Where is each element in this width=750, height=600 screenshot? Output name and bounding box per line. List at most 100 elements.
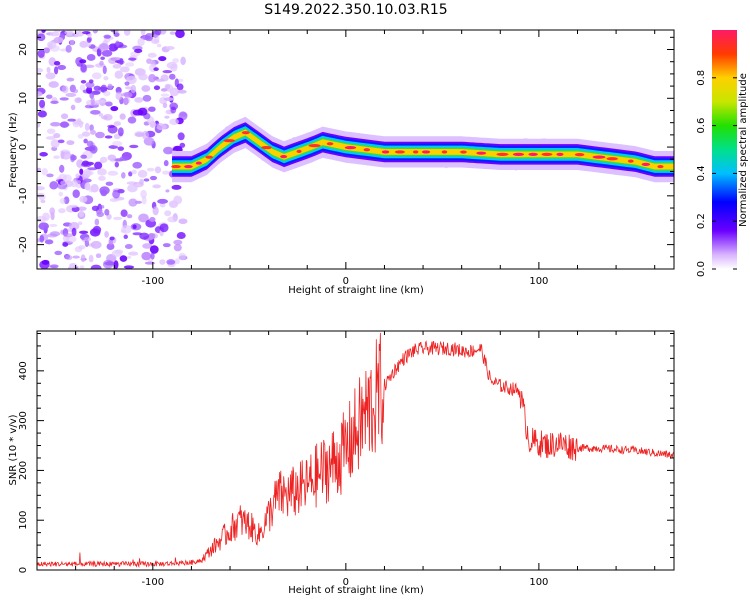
heatmap-peak [280,155,288,159]
heatmap-noise-cell [65,44,72,53]
spectrogram-ytick-label: 20 [18,43,29,56]
heatmap-noise-cell [91,205,100,212]
heatmap-noise-cell [164,115,170,119]
heatmap-noise-cell [85,81,95,88]
heatmap-noise-cell [39,99,46,108]
colorbar-ticks: 0.0 0.2 0.4 0.6 0.8 [696,70,737,277]
heatmap-noise-cell [88,79,94,84]
heatmap-noise-cell [112,140,123,147]
heatmap-peak [171,164,181,169]
heatmap-noise-cell [155,78,165,82]
heatmap-noise-cell [59,97,69,101]
heatmap-peak [606,157,618,161]
heatmap-noise-cell [78,210,85,218]
heatmap-noise-cell [49,45,60,52]
heatmap-noise-cell [49,264,59,269]
heatmap-noise-cell [138,213,149,223]
spectrogram-xlabel: Height of straight line (km) [288,285,424,296]
heatmap-noise-cell [119,156,129,161]
heatmap-noise-cell [153,67,159,71]
heatmap-noise-cell [112,189,120,199]
heatmap-noise-cell [49,31,60,37]
heatmap-noise-cell [169,87,180,97]
heatmap-noise-cell [128,57,137,61]
heatmap-noise-cell [109,236,115,241]
heatmap-noise-cell [50,122,61,127]
heatmap-noise-cell [86,140,94,147]
snr-xtick-label: 100 [529,577,548,588]
heatmap-noise-cell [66,77,75,82]
heatmap-noise-cell [45,136,56,140]
heatmap-noise-cell [50,139,60,148]
heatmap-noise-cell [46,66,51,73]
heatmap-noise-cell [82,178,92,183]
heatmap-noise-cell [62,242,69,247]
heatmap-noise-cell [40,199,46,204]
heatmap-peak [460,150,467,154]
heatmap-noise-cell [79,195,88,203]
heatmap-noise-cell [130,84,137,94]
spectrogram-ytick-label: 10 [18,92,29,105]
spectrogram-ylabel: Frequency (Hz) [8,112,19,188]
heatmap-noise-cell [69,262,78,269]
snr-panel: -100 0 100 0 100 200 300 400 Height of straight… [8,330,675,596]
heatmap-peak [657,164,664,169]
heatmap-noise-cell [77,133,84,139]
heatmap-noise-cell [86,54,96,61]
heatmap-noise-cell [104,208,110,216]
heatmap-noise-cell [81,131,91,137]
colorbar: 0.0 0.2 0.4 0.6 0.8 Normalized spectral ampl… [696,30,749,277]
heatmap-noise-cell [86,37,92,44]
heatmap-noise-cell [99,60,104,66]
heatmap-noise-cell [140,30,146,36]
heatmap-peak [592,155,606,159]
heatmap-peak [476,151,487,155]
snr-xtick-label: 0 [343,577,349,588]
heatmap-noise-cell [86,86,93,94]
heatmap-noise-cell [102,259,114,269]
heatmap-noise-cell [178,252,187,261]
heatmap-noise-cell [142,243,153,249]
heatmap-noise-cell [113,32,120,37]
heatmap-peak [241,131,250,135]
heatmap-noise-cell [39,235,45,243]
heatmap-noise-cell [152,206,159,216]
heatmap-peak [261,145,272,150]
spectrogram-ytick-label: -20 [18,236,29,252]
snr-ticks: -100 0 100 0 100 200 300 400 [18,331,674,588]
heatmap-noise-cell [92,225,102,234]
heatmap-noise-cell [179,142,186,148]
heatmap-noise-cell [38,222,50,231]
heatmap-noise-cell [104,135,113,139]
heatmap-noise-cell [90,109,101,115]
heatmap-peak [363,148,371,152]
heatmap-peak [627,159,634,163]
heatmap-noise-cell [98,113,104,117]
spectrogram-xtick-label: -100 [141,276,164,287]
heatmap-noise-cell [174,78,179,88]
heatmap-noise-cell [79,168,84,175]
heatmap-noise-cell [143,178,150,182]
heatmap-noise-cell [37,122,41,128]
heatmap-noise-cell [53,133,61,139]
heatmap-noise-cell [65,92,77,98]
heatmap-noise-cell [53,66,59,75]
heatmap-noise-cell [57,64,67,71]
heatmap-noise-cell [121,172,126,179]
heatmap-noise-cell [132,224,137,229]
heatmap-noise-cell [61,85,69,94]
heatmap-noise-cell [80,63,87,73]
heatmap-noise-cell [60,113,69,120]
heatmap-peak [641,162,651,166]
heatmap-noise-cell [59,164,65,173]
heatmap-peak [574,153,585,157]
heatmap-noise-cell [132,232,143,236]
heatmap-noise-cell [149,245,159,254]
heatmap-noise-cell [114,161,119,168]
heatmap-noise-cell [134,97,144,103]
heatmap-noise-cell [83,138,88,144]
heatmap-noise-cell [85,170,94,176]
heatmap-noise-cell [48,81,59,88]
heatmap-noise-cell [100,84,108,93]
